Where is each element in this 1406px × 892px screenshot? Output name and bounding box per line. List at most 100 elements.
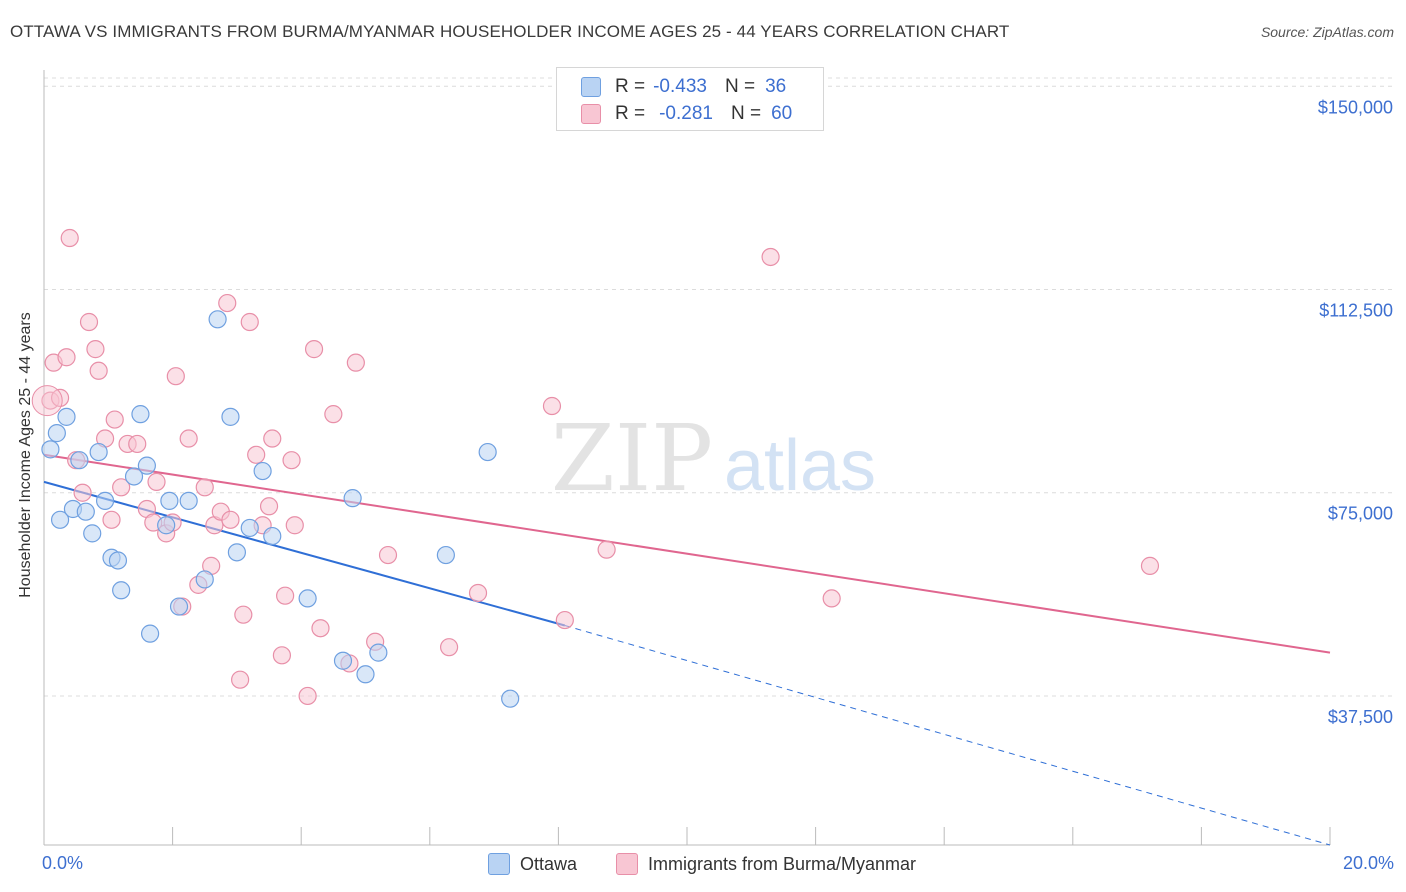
point-burma: [166, 367, 185, 386]
y-tick-label: $75,000: [1328, 504, 1393, 524]
point-burma: [761, 247, 780, 267]
point-burma: [179, 429, 198, 448]
point-ottawa: [179, 491, 198, 510]
point-burma: [102, 510, 121, 529]
legend-row-ottawa: R = -0.433 N = 36: [581, 75, 786, 99]
point-burma: [555, 610, 574, 630]
point-burma: [263, 429, 282, 448]
point-ottawa: [227, 543, 246, 562]
point-burma: [272, 646, 292, 665]
point-burma: [298, 686, 317, 706]
legend-n-label: N =: [724, 76, 756, 97]
point-ottawa: [47, 424, 66, 443]
x-tick-label: 0.0%: [42, 853, 83, 873]
point-ottawa: [369, 643, 388, 662]
axes: [43, 70, 1331, 846]
point-ottawa: [478, 442, 497, 462]
point-burma: [542, 396, 562, 416]
y-tick-label: $37,500: [1328, 707, 1393, 727]
point-ottawa: [436, 545, 455, 565]
trend-line-burma: [43, 453, 1331, 654]
point-burma: [311, 619, 330, 638]
point-burma: [439, 638, 459, 657]
bottom-legend-burma: Immigrants from Burma/Myanmar: [616, 852, 916, 876]
point-ottawa: [95, 491, 115, 510]
point-burma-large: [31, 385, 63, 417]
point-burma: [276, 586, 295, 605]
y-tick-label: $112,500: [1319, 300, 1393, 320]
legend-n-label: N =: [730, 103, 762, 124]
point-ottawa: [356, 665, 375, 684]
y-axis-label: Householder Income Ages 25 - 44 years: [17, 312, 34, 598]
trend-lines: [43, 453, 1331, 846]
point-burma: [231, 670, 250, 689]
point-burma: [79, 312, 99, 332]
point-burma: [73, 483, 92, 502]
point-ottawa: [108, 551, 128, 570]
point-burma: [221, 510, 240, 529]
point-burma: [597, 540, 616, 559]
point-ottawa: [89, 442, 108, 462]
point-ottawa: [160, 491, 179, 510]
point-ottawa: [501, 689, 520, 708]
point-burma: [247, 445, 266, 464]
point-burma: [105, 410, 124, 429]
point-ottawa: [221, 407, 240, 426]
bottom-legend-swatch-ottawa: [488, 853, 510, 875]
point-ottawa: [112, 581, 131, 600]
point-burma: [128, 434, 147, 454]
point-burma: [259, 497, 279, 516]
x-tick-label: 20.0%: [1343, 853, 1394, 873]
point-ottawa: [298, 589, 317, 608]
watermark-zip: ZIP: [551, 405, 713, 512]
correlation-legend: R = -0.433 N = 36 R = -0.281 N = 60: [556, 67, 824, 131]
point-ottawa: [333, 651, 353, 670]
point-ottawa: [124, 467, 144, 486]
data-points: [31, 228, 1160, 708]
point-burma: [346, 353, 365, 372]
point-ottawa: [76, 502, 95, 521]
legend-swatch-burma: [581, 104, 601, 124]
point-burma: [89, 361, 108, 380]
point-ottawa: [169, 597, 189, 616]
point-burma: [60, 228, 79, 248]
point-ottawa: [137, 456, 156, 475]
point-ottawa: [343, 489, 362, 508]
point-burma: [378, 545, 398, 565]
point-ottawa: [41, 440, 60, 459]
bottom-legend-ottawa: Ottawa: [488, 852, 577, 876]
point-burma: [86, 340, 105, 359]
point-ottawa: [263, 526, 282, 546]
legend-r-value: -0.433: [653, 76, 707, 97]
point-burma: [468, 583, 488, 603]
point-burma: [234, 605, 253, 624]
point-burma: [324, 405, 343, 424]
point-burma: [218, 293, 237, 313]
point-ottawa: [57, 407, 76, 426]
point-burma: [304, 340, 324, 359]
bottom-legend-label-ottawa: Ottawa: [520, 853, 578, 874]
source-label: Source: ZipAtlas.com: [1260, 24, 1394, 40]
point-ottawa: [240, 518, 259, 538]
bottom-legend-label-burma: Immigrants from Burma/Myanmar: [648, 853, 917, 874]
point-burma: [195, 478, 214, 497]
legend-r-label: R =: [615, 76, 646, 97]
point-burma: [822, 589, 841, 608]
point-ottawa: [195, 570, 214, 589]
point-ottawa: [157, 516, 176, 535]
trend-line-ottawa-extension: [564, 625, 1331, 846]
grid-lines: [44, 77, 1395, 697]
point-burma: [50, 388, 70, 407]
x-tick-labels: 0.0% 20.0%: [42, 853, 1394, 873]
point-ottawa: [208, 310, 227, 329]
chart-title: OTTAWA VS IMMIGRANTS FROM BURMA/MYANMAR …: [10, 22, 1010, 41]
point-ottawa: [253, 461, 272, 481]
legend-n-value: 60: [771, 103, 793, 124]
legend-n-value: 36: [765, 76, 787, 97]
point-ottawa: [131, 405, 150, 424]
watermark-atlas: atlas: [724, 426, 876, 506]
bottom-legend-swatch-burma: [616, 853, 638, 875]
legend-swatch-ottawa: [581, 77, 601, 97]
legend-r-label: R =: [615, 103, 646, 124]
